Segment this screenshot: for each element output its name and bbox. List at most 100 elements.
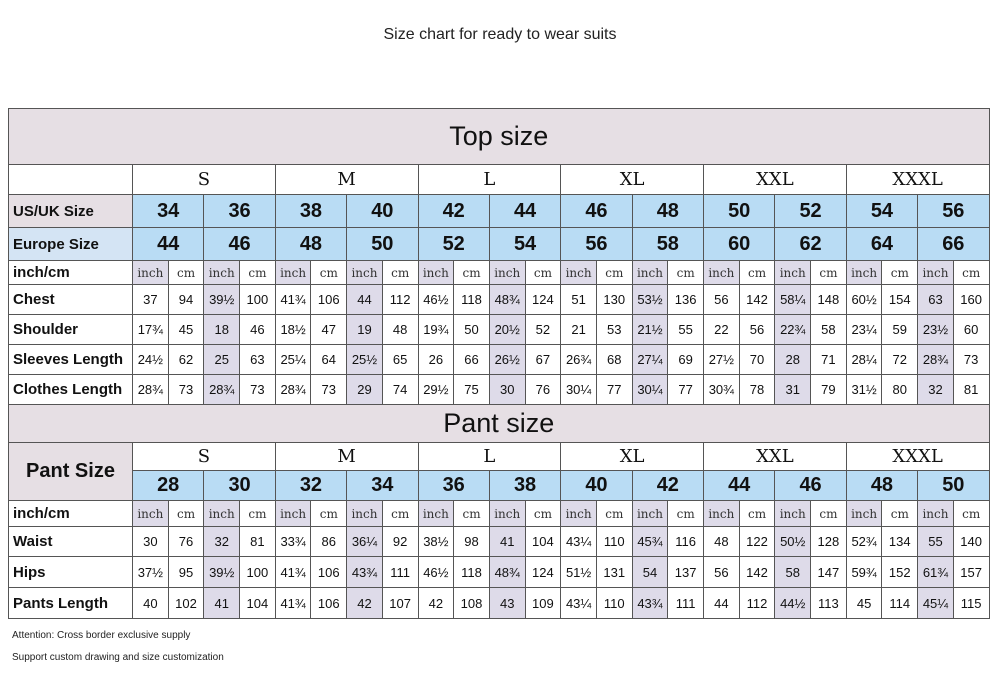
value-inch: 41¾ [274, 284, 312, 315]
value-cm: 107 [381, 587, 419, 619]
value-inch: 27¼ [631, 344, 669, 375]
value-inch: 56 [703, 556, 740, 588]
value-cm: 92 [381, 526, 419, 557]
value-cm: 50 [453, 314, 490, 345]
value-inch: 43¾ [631, 587, 669, 619]
measure-label: Pants Length [8, 587, 133, 619]
unit-inch: inch [488, 260, 526, 285]
value-inch: 32 [917, 374, 954, 405]
value-cm: 100 [239, 556, 276, 588]
unit-inch: inch [560, 260, 597, 285]
us-size-value: 38 [274, 194, 348, 228]
unit-cm: cm [239, 500, 276, 527]
pant-size-value: 34 [346, 470, 419, 501]
europe-size-value: 58 [631, 227, 705, 261]
value-cm: 52 [524, 314, 562, 345]
value-inch: 19 [346, 314, 383, 345]
note-customization: Support custom drawing and size customiz… [12, 652, 224, 663]
measure-row-waist: Waist 30 76 32 81 33¾ 86 36¼ 92 38½ 98 41 104 43¼ 110… [8, 526, 990, 557]
value-cm: 47 [310, 314, 348, 345]
unit-cm: cm [381, 260, 419, 285]
size-code: XXXL [845, 164, 990, 195]
unit-cm: cm [738, 500, 776, 527]
us-size-value: 54 [845, 194, 919, 228]
unit-label: inch/cm [8, 260, 133, 285]
unit-inch: inch [917, 500, 954, 527]
value-cm: 148 [810, 284, 847, 315]
size-code: XL [560, 442, 704, 471]
value-inch: 28 [774, 344, 812, 375]
value-cm: 78 [738, 374, 776, 405]
value-inch: 55 [917, 526, 954, 557]
value-inch: 18½ [274, 314, 312, 345]
value-cm: 110 [595, 526, 633, 557]
value-cm: 152 [881, 556, 919, 588]
value-inch: 30 [488, 374, 526, 405]
value-inch: 23¼ [845, 314, 883, 345]
unit-cm: cm [310, 500, 348, 527]
unit-cm: cm [738, 260, 776, 285]
value-cm: 124 [524, 556, 562, 588]
value-cm: 140 [952, 526, 990, 557]
unit-inch: inch [703, 500, 740, 527]
value-cm: 137 [667, 556, 704, 588]
us-size-value: 40 [346, 194, 419, 228]
europe-size-value: 62 [774, 227, 847, 261]
value-inch: 56 [703, 284, 740, 315]
unit-inch: inch [703, 260, 740, 285]
measure-label: Clothes Length [8, 374, 133, 405]
value-inch: 43¼ [560, 526, 597, 557]
measure-row-hips: Hips 37½ 95 39½ 100 41¾ 106 43¾ 111 46½ 118 48¾ 124… [8, 556, 990, 588]
unit-cm: cm [595, 260, 633, 285]
value-inch: 30¾ [703, 374, 740, 405]
value-inch: 59¾ [845, 556, 883, 588]
unit-cm: cm [310, 260, 348, 285]
pant-size-value: 40 [560, 470, 633, 501]
unit-cm: cm [167, 260, 205, 285]
value-cm: 56 [738, 314, 776, 345]
value-inch: 26½ [488, 344, 526, 375]
value-inch: 33¾ [274, 526, 312, 557]
value-inch: 43 [488, 587, 526, 619]
value-inch: 53½ [631, 284, 669, 315]
value-inch: 24½ [132, 344, 169, 375]
value-inch: 42 [346, 587, 383, 619]
value-inch: 29 [346, 374, 383, 405]
unit-inch: inch [132, 260, 169, 285]
unit-cm: cm [881, 260, 919, 285]
value-cm: 113 [810, 587, 847, 619]
unit-inch: inch [132, 500, 169, 527]
value-inch: 32 [203, 526, 241, 557]
value-inch: 48¾ [488, 556, 526, 588]
europe-size-value: 52 [417, 227, 490, 261]
value-cm: 71 [810, 344, 847, 375]
value-cm: 80 [881, 374, 919, 405]
value-inch: 30 [132, 526, 169, 557]
value-inch: 54 [631, 556, 669, 588]
value-inch: 28¾ [274, 374, 312, 405]
pant-size-code-row: Pant Size S M L XL XXL XXXL [8, 442, 990, 501]
size-code: XXXL [845, 442, 990, 471]
value-cm: 94 [167, 284, 205, 315]
europe-size-value: 50 [346, 227, 419, 261]
value-cm: 48 [381, 314, 419, 345]
value-inch: 41¾ [274, 587, 312, 619]
value-cm: 66 [453, 344, 490, 375]
unit-cm: cm [524, 500, 562, 527]
value-inch: 52¾ [845, 526, 883, 557]
size-code: XL [560, 164, 704, 195]
value-inch: 17¾ [132, 314, 169, 345]
value-inch: 41 [488, 526, 526, 557]
value-cm: 46 [239, 314, 276, 345]
pant-size-value: 50 [917, 470, 990, 501]
europe-size-value: 56 [560, 227, 633, 261]
unit-row: inch/cm inch cm inch cm inch cm inch cm inch cm in… [8, 260, 990, 285]
value-inch: 45¼ [917, 587, 954, 619]
value-cm: 73 [239, 374, 276, 405]
size-code: L [417, 164, 562, 195]
unit-inch: inch [274, 500, 312, 527]
value-cm: 112 [738, 587, 776, 619]
value-inch: 45 [845, 587, 883, 619]
us-size-value: 50 [702, 194, 776, 228]
value-cm: 67 [524, 344, 562, 375]
